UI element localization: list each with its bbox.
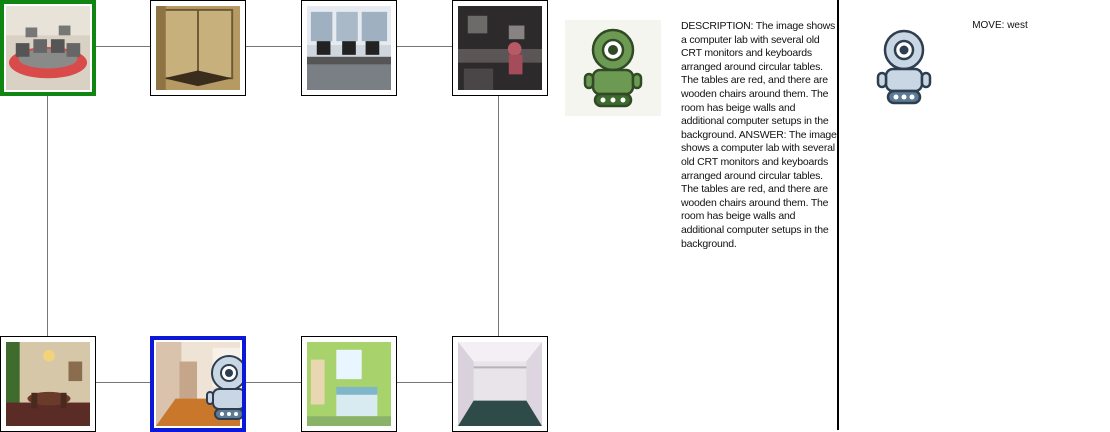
link-n1-n2 (95, 46, 150, 47)
link-n3-n4 (397, 46, 452, 47)
node-green-bedroom[interactable] (301, 336, 397, 432)
description-text: DESCRIPTION: The image shows a computer … (681, 20, 837, 250)
dining-room-thumbnail (6, 342, 90, 426)
panel-divider (837, 0, 839, 430)
empty-closet-thumbnail (458, 342, 542, 426)
link-n1-n5 (47, 96, 48, 336)
link-n6-n7 (246, 382, 301, 383)
node-computer-lab[interactable] (0, 0, 96, 96)
node-dark-lab[interactable] (452, 0, 548, 96)
link-n2-n3 (246, 46, 301, 47)
node-empty-closet[interactable] (452, 336, 548, 432)
node-glass-shower[interactable] (150, 0, 246, 96)
node-hallway[interactable] (150, 336, 246, 432)
agent-robot-icon (206, 355, 242, 420)
move-label: MOVE: west (972, 20, 1028, 31)
office-desks-thumbnail (307, 6, 391, 90)
dark-lab-thumbnail (458, 6, 542, 90)
link-n4-n8 (498, 95, 499, 336)
green-bedroom-thumbnail (307, 342, 391, 426)
navigation-graph (0, 0, 548, 432)
computer-lab-thumbnail (6, 6, 90, 90)
glass-shower-thumbnail (156, 6, 240, 90)
link-n7-n8 (397, 382, 452, 383)
node-office-desks[interactable] (301, 0, 397, 96)
green-robot-icon (565, 20, 661, 116)
link-n5-n6 (95, 382, 150, 383)
node-dining-room[interactable] (0, 336, 96, 432)
gray-robot-icon (876, 29, 932, 105)
